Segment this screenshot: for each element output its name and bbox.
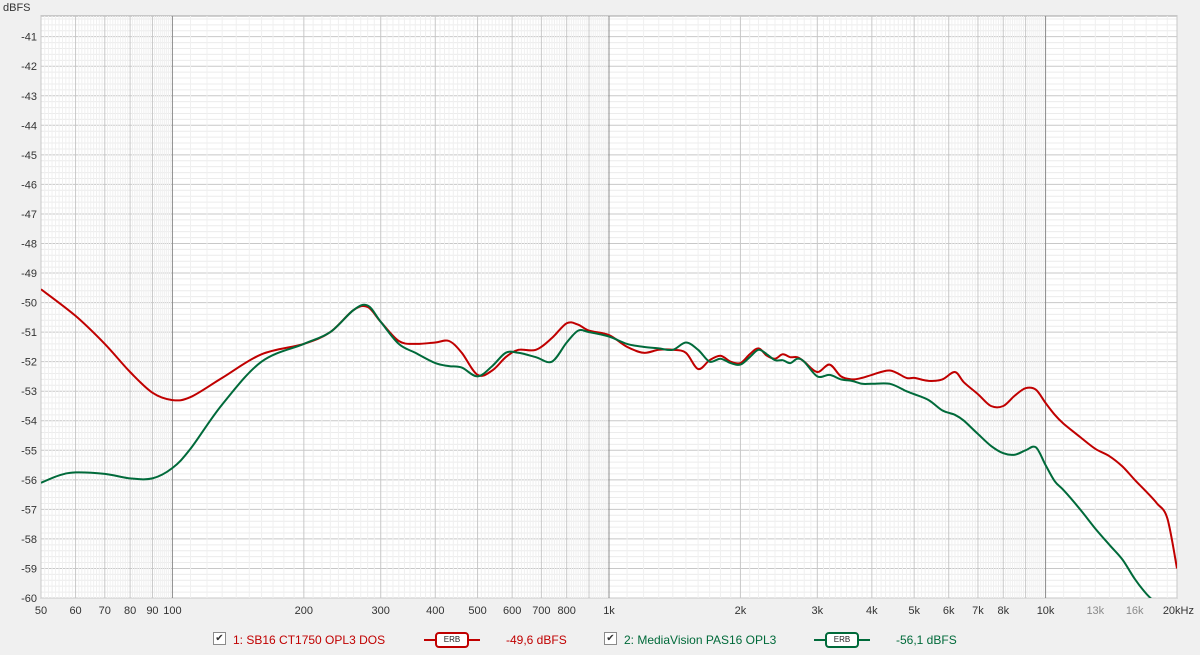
- x-tick-label: 70: [99, 605, 111, 617]
- y-tick-label: -60: [21, 593, 37, 605]
- series-layer: [41, 288, 1177, 598]
- y-axis-label: dBFS: [3, 2, 31, 14]
- y-tick-label: -44: [21, 120, 37, 132]
- x-tick-label: 500: [468, 605, 486, 617]
- series-2-level: -56,1 dBFS: [896, 633, 957, 647]
- x-tick-label: 300: [372, 605, 390, 617]
- x-tick-label: 13k: [1086, 605, 1104, 617]
- x-tick-label: 5k: [908, 605, 920, 617]
- series-1-level: -49,6 dBFS: [506, 633, 567, 647]
- y-tick-label: -45: [21, 150, 37, 162]
- x-tick-label: 10k: [1037, 605, 1055, 617]
- y-tick-label: -47: [21, 209, 37, 221]
- y-tick-label: -41: [21, 32, 37, 44]
- y-tick-label: -51: [21, 327, 37, 339]
- series-2-checkbox[interactable]: ✔: [604, 632, 617, 645]
- series-1-checkbox[interactable]: ✔: [213, 632, 226, 645]
- x-tick-label: 1k: [603, 605, 615, 617]
- y-tick-label: -42: [21, 61, 37, 73]
- y-tick-label: -53: [21, 386, 37, 398]
- x-tick-label: 100: [163, 605, 181, 617]
- x-tick-label: 80: [124, 605, 136, 617]
- y-tick-label: -43: [21, 91, 37, 103]
- series-1-name: 1: SB16 CT1750 OPL3 DOS: [233, 633, 386, 647]
- x-tick-label: 700: [532, 605, 550, 617]
- x-tick-label: 50: [35, 605, 47, 617]
- y-tick-label: -48: [21, 238, 37, 250]
- x-tick-label: 4k: [866, 605, 878, 617]
- x-tick-label: 8k: [997, 605, 1009, 617]
- frequency-response-chart: -41 -42 -43 -44 -45 -46 -47 -48 -49 -50 -51 -52 -53 -…: [3, 2, 1194, 617]
- x-tick-label: 800: [558, 605, 576, 617]
- x-tick-label: 400: [426, 605, 444, 617]
- x-tick-label: 3k: [811, 605, 823, 617]
- x-tick-label: 6k: [943, 605, 955, 617]
- x-tick-label: 60: [69, 605, 81, 617]
- x-tick-labels: 50 60 70 80 90 100 200 300 400 500 600 700 800 1k 2k 3k…: [35, 605, 1194, 617]
- y-tick-label: -59: [21, 563, 37, 575]
- y-tick-labels: -41 -42 -43 -44 -45 -46 -47 -48 -49 -50 -51 -52 -53 -…: [21, 32, 37, 605]
- series-1-smoothing-button[interactable]: ERB: [435, 632, 469, 648]
- y-tick-label: -52: [21, 357, 37, 369]
- y-tick-label: -46: [21, 179, 37, 191]
- y-tick-label: -55: [21, 445, 37, 457]
- x-tick-label: 16k: [1126, 605, 1144, 617]
- legend: ✔ 1: SB16 CT1750 OPL3 DOS ERB -49,6 dBFS…: [0, 626, 1200, 654]
- x-tick-label: 90: [146, 605, 158, 617]
- y-tick-label: -57: [21, 504, 37, 516]
- x-tick-label: 20kHz: [1163, 605, 1194, 617]
- series-2-smoothing-button[interactable]: ERB: [825, 632, 859, 648]
- x-tick-label: 600: [503, 605, 521, 617]
- x-tick-label: 2k: [735, 605, 747, 617]
- x-tick-label: 7k: [972, 605, 984, 617]
- y-tick-label: -56: [21, 475, 37, 487]
- series-2-name: 2: MediaVision PAS16 OPL3: [624, 633, 777, 647]
- y-tick-label: -54: [21, 416, 37, 428]
- y-tick-label: -50: [21, 298, 37, 310]
- x-tick-label: 200: [295, 605, 313, 617]
- grid-lines: [40, 16, 1178, 599]
- y-tick-label: -58: [21, 534, 37, 546]
- y-tick-label: -49: [21, 268, 37, 280]
- series-2-line: [41, 303, 1152, 598]
